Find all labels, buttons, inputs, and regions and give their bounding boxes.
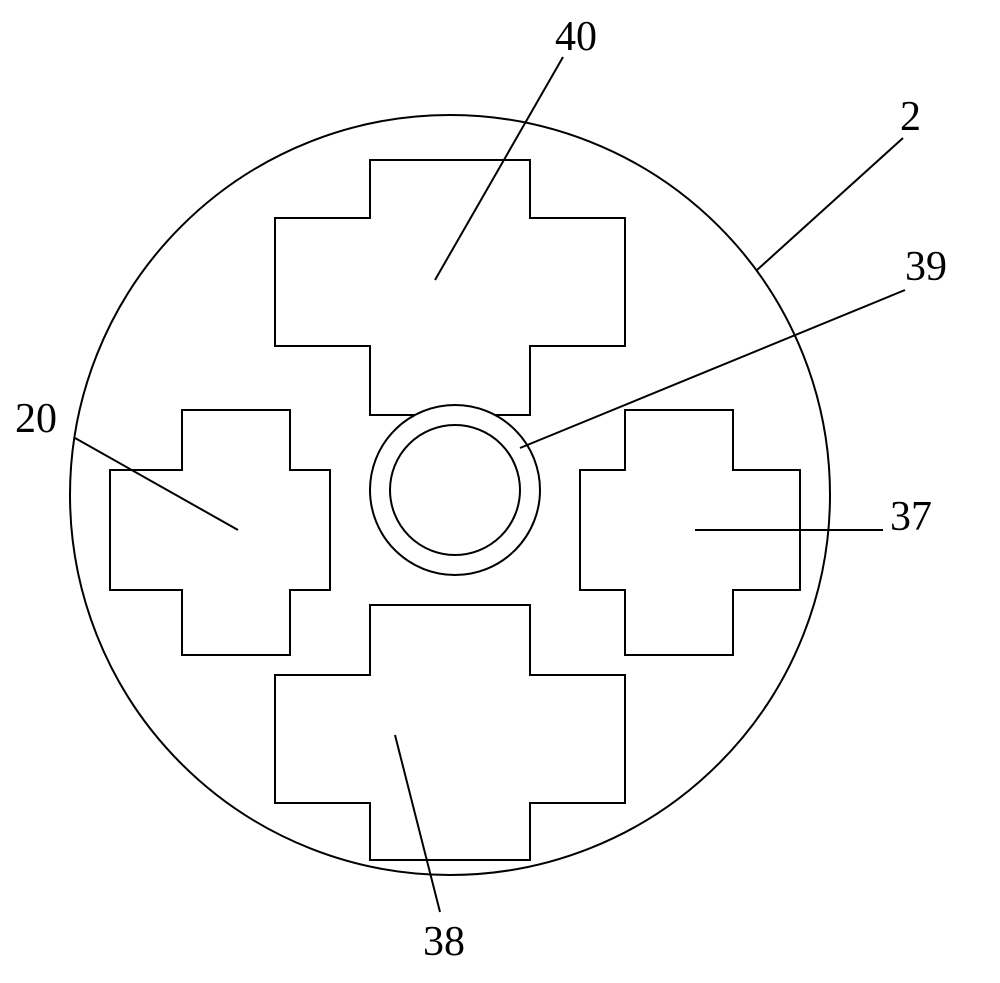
callout-label-37: 37 (890, 494, 932, 540)
diagram-svg: 40 2 39 37 20 38 (0, 0, 1000, 983)
callout-label-20: 20 (15, 396, 57, 442)
callout-label-2: 2 (900, 94, 921, 140)
center-ring-inner (390, 425, 520, 555)
callout-label-40: 40 (555, 14, 597, 60)
callout-label-39: 39 (905, 244, 947, 290)
callout-label-38: 38 (423, 919, 465, 965)
